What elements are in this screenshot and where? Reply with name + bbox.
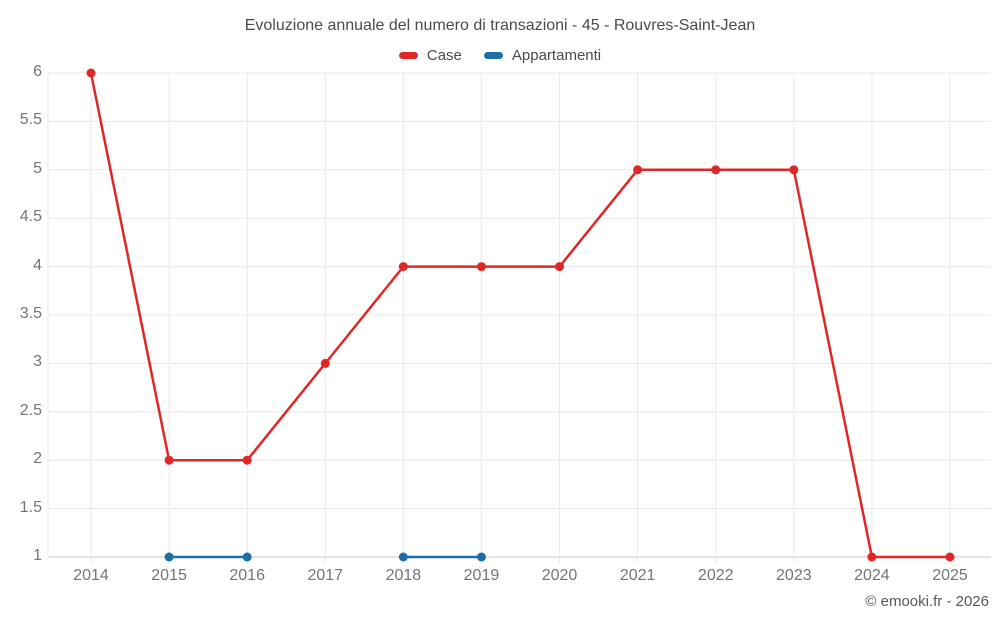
data-point bbox=[555, 262, 565, 272]
data-point bbox=[633, 165, 643, 175]
chart-title: Evoluzione annuale del numero di transaz… bbox=[244, 17, 756, 34]
data-point bbox=[398, 262, 408, 272]
data-point bbox=[86, 68, 96, 78]
x-axis-label: 2017 bbox=[307, 567, 344, 584]
y-axis-label: 4 bbox=[33, 256, 42, 274]
y-axis-label: 6 bbox=[33, 63, 42, 80]
data-point bbox=[711, 165, 721, 175]
x-axis-label: 2024 bbox=[854, 567, 890, 584]
legend-label: Appartamenti bbox=[511, 47, 602, 64]
y-axis-label: 1 bbox=[33, 547, 42, 564]
data-point bbox=[242, 552, 252, 562]
x-axis-label: 2018 bbox=[385, 567, 422, 584]
legend-swatch-icon bbox=[483, 52, 503, 59]
series-appartamenti bbox=[164, 552, 486, 562]
series-case bbox=[86, 68, 955, 562]
x-axis-label: 2014 bbox=[73, 567, 109, 584]
x-axis-label: 2020 bbox=[541, 567, 578, 584]
y-axis-label: 1.5 bbox=[19, 498, 42, 516]
x-axis-label: 2021 bbox=[619, 567, 656, 584]
x-axis-label: 2023 bbox=[776, 567, 812, 584]
x-axis-label: 2015 bbox=[151, 567, 187, 584]
data-point bbox=[789, 165, 799, 175]
data-point bbox=[320, 358, 330, 368]
legend-swatch-icon bbox=[398, 52, 418, 59]
legend-item-case[interactable]: Case bbox=[398, 47, 462, 64]
y-axis-label: 5 bbox=[33, 159, 42, 177]
y-axis-label: 3.5 bbox=[19, 305, 42, 322]
legend-item-appartamenti[interactable]: Appartamenti bbox=[483, 47, 602, 64]
chart-legend: Case Appartamenti bbox=[0, 47, 1000, 64]
y-axis-label: 2.5 bbox=[19, 401, 42, 419]
x-axis-label: 2022 bbox=[697, 567, 734, 584]
legend-label: Case bbox=[426, 47, 462, 64]
data-point bbox=[164, 552, 174, 562]
y-axis-label: 4.5 bbox=[19, 208, 42, 226]
x-axis-label: 2019 bbox=[463, 567, 500, 584]
y-axis-label: 3 bbox=[33, 353, 42, 371]
data-point bbox=[242, 455, 252, 465]
data-point bbox=[476, 262, 486, 272]
copyright-text: © emooki.fr - 2026 bbox=[865, 593, 989, 610]
y-axis-label: 2 bbox=[33, 450, 42, 468]
series-line bbox=[89, 72, 950, 559]
data-point bbox=[476, 552, 486, 562]
x-axis-label: 2016 bbox=[229, 567, 265, 584]
data-point bbox=[164, 455, 174, 465]
x-axis-label: 2025 bbox=[932, 567, 968, 584]
data-point bbox=[945, 552, 955, 562]
y-axis-label: 5.5 bbox=[19, 111, 42, 129]
data-point bbox=[398, 552, 408, 562]
data-point bbox=[867, 552, 877, 562]
